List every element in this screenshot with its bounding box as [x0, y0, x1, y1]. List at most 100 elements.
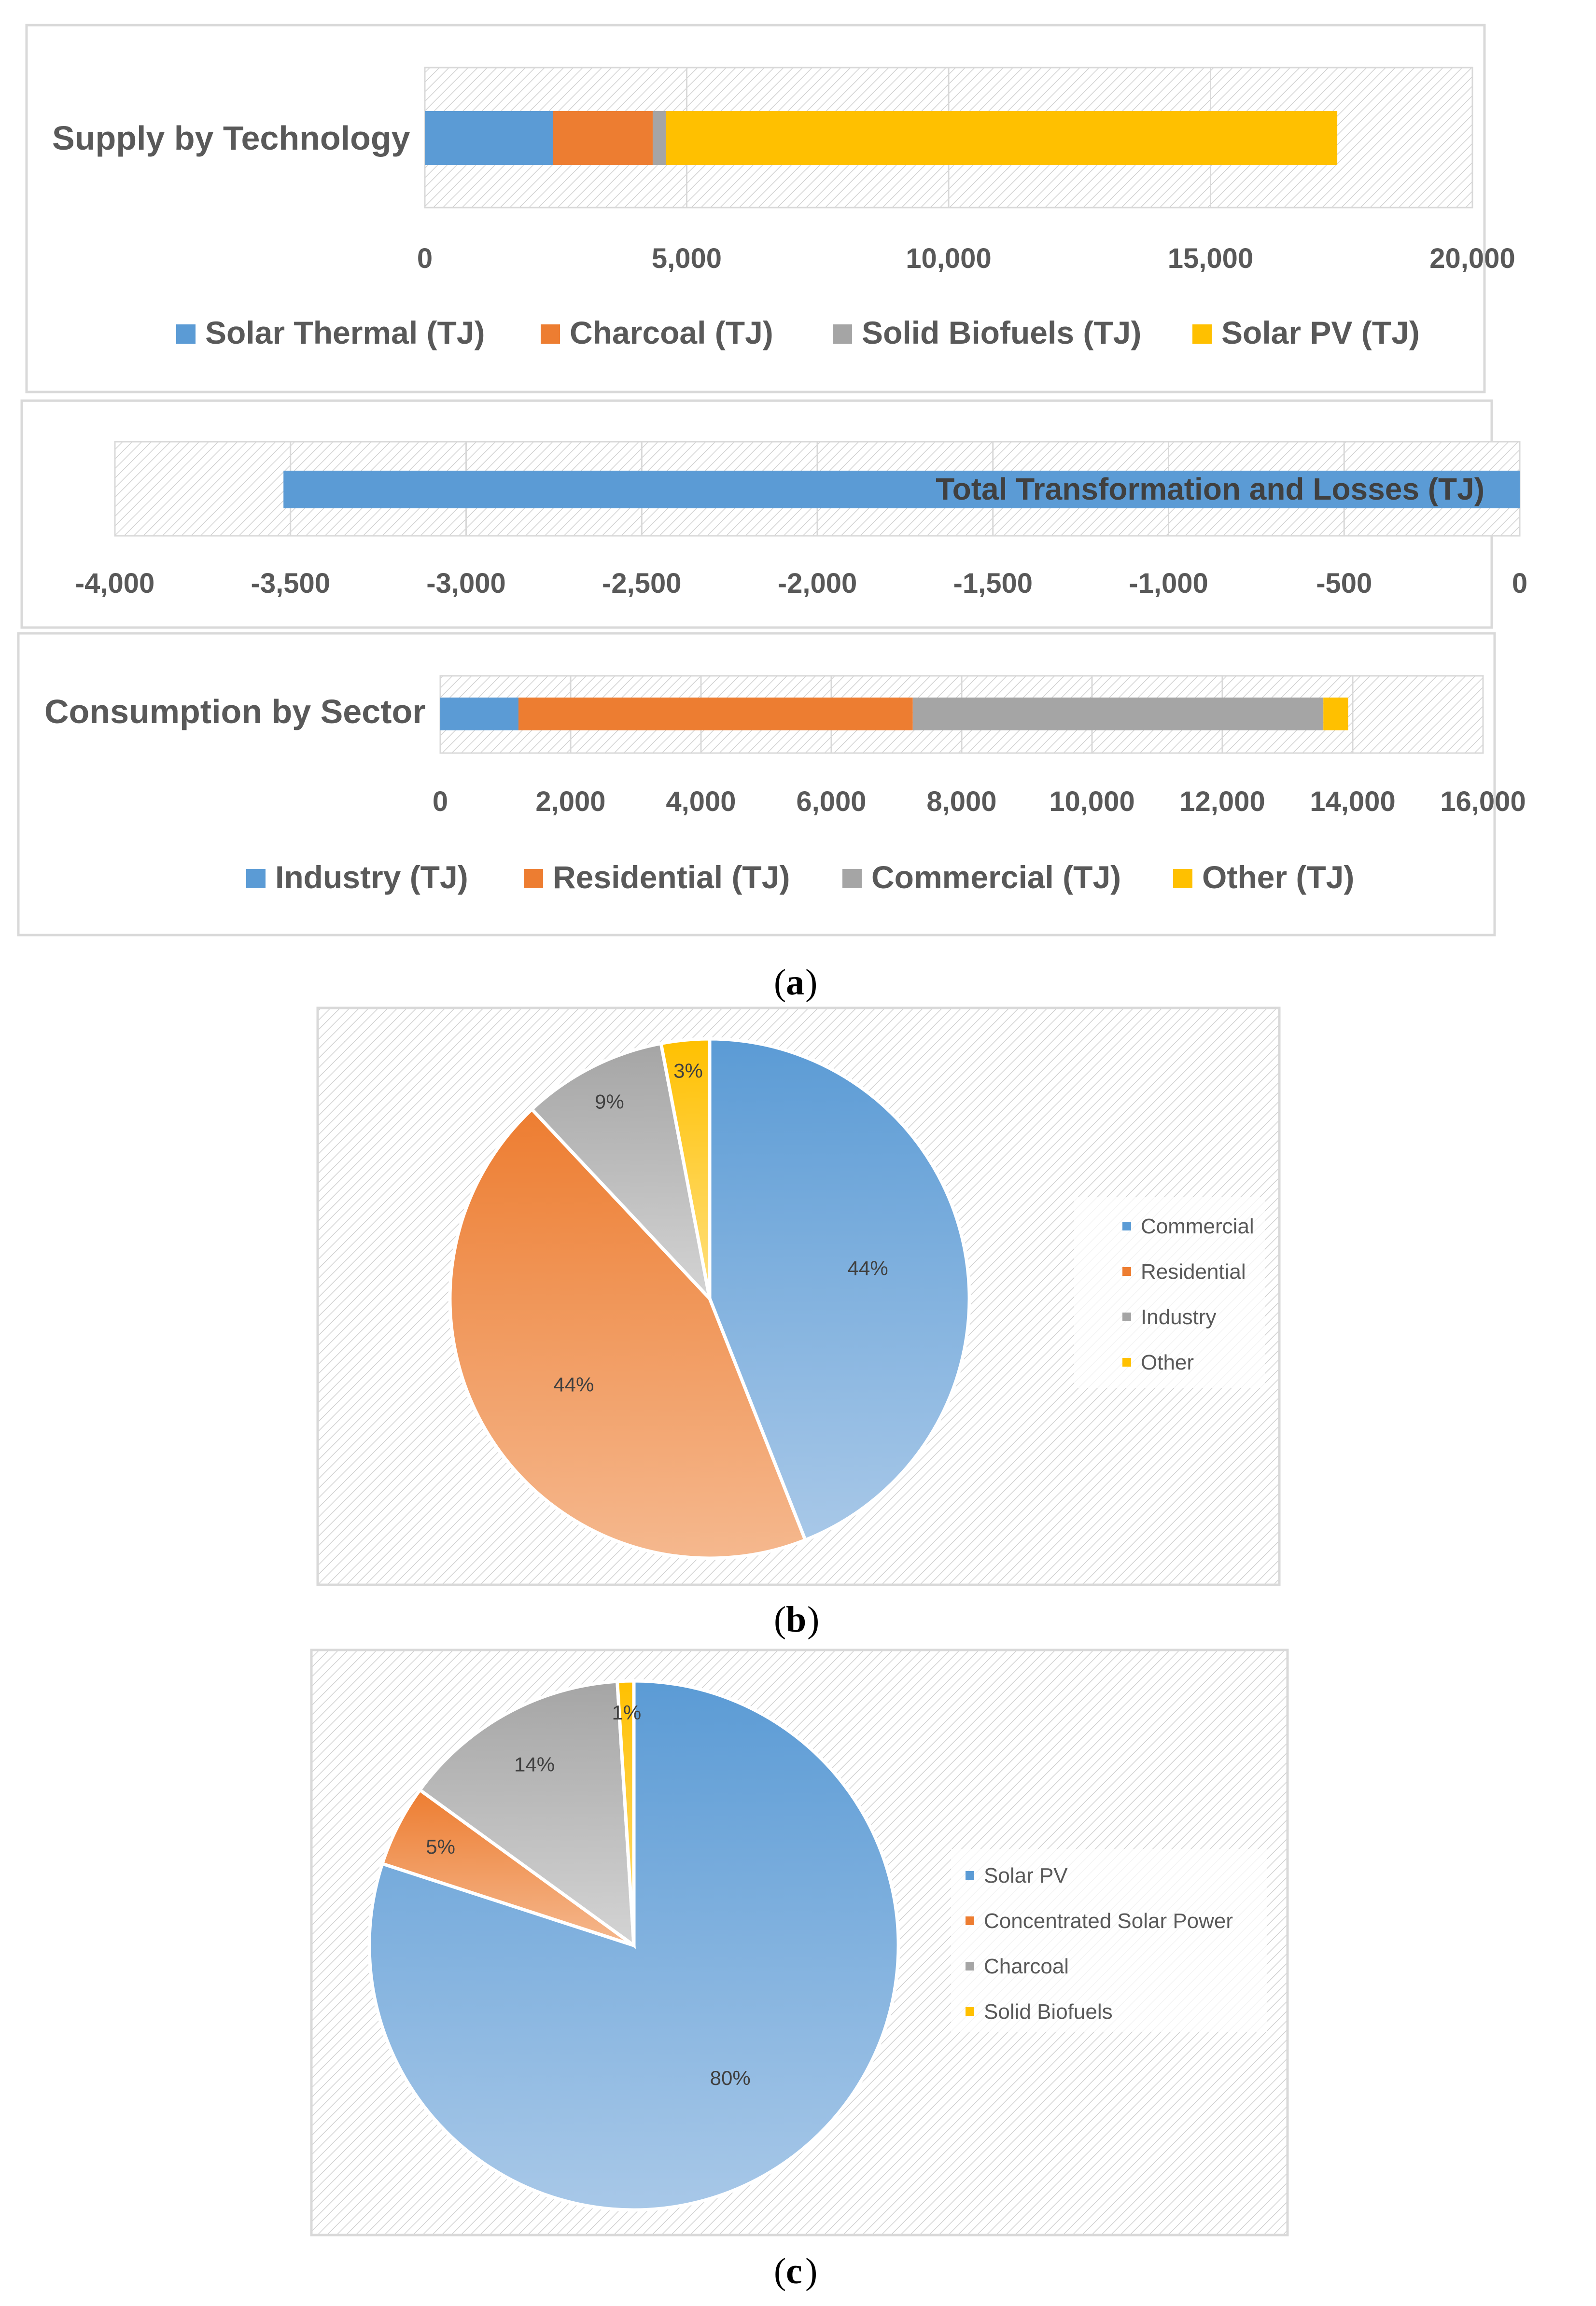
tick-label: 20,000 [1429, 243, 1515, 274]
tick-label: 2,000 [535, 786, 605, 817]
bar-segment [518, 698, 913, 730]
consumption-tick-labels: 0 2,000 4,000 6,000 8,000 10,000 12,000 14,000 1… [433, 786, 1526, 817]
legend-swatch [524, 869, 543, 888]
legend-label: Commercial [1141, 1215, 1254, 1238]
tick-label: -2,000 [778, 568, 857, 599]
legend-label: Residential [1141, 1260, 1246, 1284]
losses-bars [283, 471, 1520, 508]
legend-label: Industry (TJ) [275, 859, 468, 895]
legend-label: Other [1141, 1351, 1194, 1374]
pie-c-legend: Solar PV Concentrated Solar Power Charcoal… [966, 1864, 1233, 2024]
tick-label: 10,000 [1049, 786, 1134, 817]
tick-label: -2,500 [602, 568, 681, 599]
losses-bar-label: Total Transformation and Losses (TJ) [936, 472, 1484, 506]
caption-a: a [786, 962, 804, 1003]
legend-label: Residential (TJ) [553, 859, 790, 895]
tick-label: 4,000 [666, 786, 736, 817]
consumption-legend: Industry (TJ) Residential (TJ) Commercial … [246, 859, 1354, 895]
pie-c-legend-box [951, 1849, 1267, 2032]
pie-data-label: 3% [673, 1060, 703, 1082]
consumption-bars [440, 698, 1348, 730]
caption-b: b [786, 1599, 806, 1640]
pie-data-label: 9% [595, 1090, 624, 1113]
consumption-chart-title: Consumption by Sector [44, 693, 425, 730]
legend-swatch [966, 1871, 974, 1880]
legend-swatch [176, 324, 196, 344]
legend-swatch [1122, 1222, 1131, 1230]
caption-c: c [786, 2251, 802, 2292]
bar-segment [553, 111, 653, 165]
pie-data-label: 80% [710, 2067, 751, 2089]
legend-swatch [966, 1916, 974, 1925]
pie-slice [615, 1679, 636, 1946]
legend-swatch [1192, 324, 1212, 344]
tick-label: -4,000 [75, 568, 154, 599]
tick-label: 0 [417, 243, 433, 274]
legend-swatch [246, 869, 266, 888]
tick-label: 16,000 [1440, 786, 1526, 817]
tick-label: 5,000 [652, 243, 722, 274]
tick-label: 14,000 [1310, 786, 1395, 817]
tick-label: 12,000 [1179, 786, 1265, 817]
tick-label: -3,500 [251, 568, 330, 599]
tick-label: 6,000 [796, 786, 866, 817]
legend-label: Commercial (TJ) [871, 859, 1121, 895]
legend-label: Solid Biofuels (TJ) [862, 315, 1141, 350]
legend-label: Charcoal [984, 1955, 1069, 1978]
bar-segment [652, 111, 666, 165]
legend-swatch [842, 869, 862, 888]
legend-label: Solar PV (TJ) [1221, 315, 1420, 350]
tick-label: 10,000 [906, 243, 991, 274]
legend-label: Charcoal (TJ) [570, 315, 773, 350]
supply-chart-title: Supply by Technology [52, 119, 410, 157]
pie-b-chart: 44% 44% 9% 3% [448, 1037, 971, 1560]
legend-label: Solar PV [984, 1864, 1068, 1887]
supply-tick-labels: 0 5,000 10,000 15,000 20,000 [417, 243, 1515, 274]
pie-slice [367, 1679, 900, 2212]
legend-swatch [966, 2007, 974, 2016]
bar-segment [440, 698, 518, 730]
pie-slice [708, 1037, 971, 1542]
losses-tick-labels: -4,000 -3,500 -3,000 -2,500 -2,000 -1,500 -1,0… [75, 568, 1527, 599]
caption-a-open: ( [774, 962, 786, 1003]
pie-b-legend: Commercial Residential Industry Other [1122, 1215, 1254, 1374]
pie-c-chart: 80% 5% 14% 1% [367, 1679, 900, 2212]
legend-swatch [1173, 869, 1192, 888]
tick-label: 15,000 [1168, 243, 1253, 274]
bar-segment [425, 111, 553, 165]
legend-label: Other (TJ) [1202, 859, 1354, 895]
pie-slice [417, 1679, 636, 1949]
caption-c-open: ( [774, 2251, 786, 2292]
tick-label: -1,000 [1129, 568, 1208, 599]
legend-label: Industry [1141, 1305, 1217, 1329]
panel-b: 44% 44% 9% 3% Commercial Residential Industry… [316, 1006, 1281, 1640]
caption-c-close: ) [805, 2251, 817, 2292]
tick-label: 8,000 [926, 786, 996, 817]
tick-label: 0 [433, 786, 448, 817]
losses-chart: Total Transformation and Losses (TJ) -4,… [20, 399, 1527, 629]
tick-label: -3,000 [426, 568, 505, 599]
caption-b-open: ( [774, 1599, 786, 1640]
pie-slice [529, 1041, 713, 1304]
pie-data-label: 14% [514, 1753, 555, 1775]
legend-swatch [1122, 1267, 1131, 1276]
tick-label: 0 [1512, 568, 1527, 599]
pie-b-legend-box [1074, 1197, 1265, 1388]
legend-label: Concentrated Solar Power [984, 1909, 1233, 1933]
legend-label: Solid Biofuels [984, 2000, 1113, 2024]
panel-c: 80% 5% 14% 1% Solar PV Concentrated Solar Po… [310, 1649, 1289, 2292]
pie-slice [448, 1106, 808, 1560]
legend-swatch [1122, 1313, 1131, 1321]
legend-swatch [966, 1962, 974, 1971]
consumption-chart: Consumption by Sector 0 2,000 4,000 6,000 8,… [17, 632, 1526, 936]
bar-segment [283, 471, 1520, 508]
pie-data-label: 44% [553, 1373, 594, 1396]
bar-segment [1323, 698, 1348, 730]
panel-a: Supply by Technology 0 5,000 10,000 15,000 2… [17, 24, 1527, 1003]
caption-a-close: ) [805, 962, 817, 1003]
bar-segment [666, 111, 1338, 165]
pie-data-label: 44% [848, 1257, 888, 1279]
supply-chart: Supply by Technology 0 5,000 10,000 15,000 2… [25, 24, 1515, 393]
legend-label: Solar Thermal (TJ) [205, 315, 485, 350]
